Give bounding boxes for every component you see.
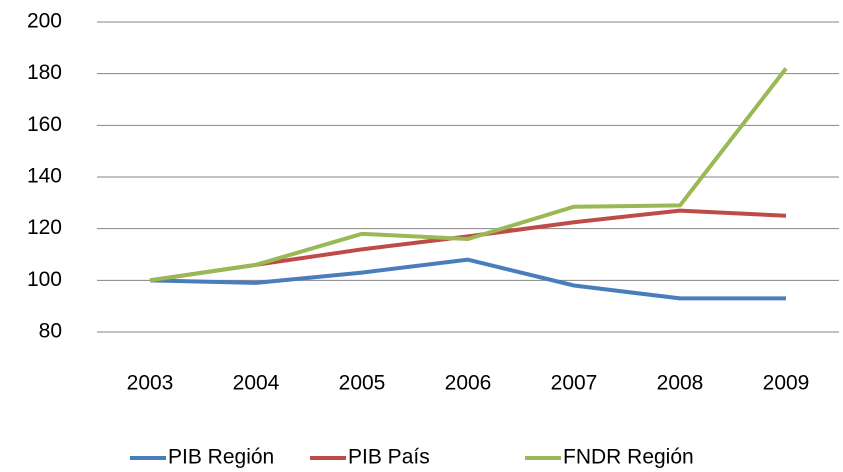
y-tick-label: 180	[27, 61, 62, 84]
y-tick-label: 200	[27, 10, 62, 33]
x-tick-label: 2007	[551, 372, 598, 395]
x-tick-label: 2009	[763, 372, 810, 395]
legend-label: PIB País	[348, 446, 430, 469]
y-tick-label: 140	[27, 165, 62, 188]
legend-label: FNDR Región	[563, 446, 694, 469]
series-line	[149, 208, 787, 283]
x-tick-label: 2006	[445, 372, 492, 395]
y-tick-label: 120	[27, 216, 62, 239]
y-tick-label: 80	[39, 320, 62, 343]
y-tick-label: 160	[27, 113, 62, 136]
x-tick-label: 2008	[657, 372, 704, 395]
x-tick-label: 2005	[339, 372, 386, 395]
x-tick-label: 2004	[233, 372, 280, 395]
x-tick-label: 2003	[127, 372, 174, 395]
y-tick-label: 100	[27, 268, 62, 291]
legend-label: PIB Región	[168, 446, 274, 469]
series-line	[149, 67, 788, 283]
series-line	[149, 257, 786, 301]
